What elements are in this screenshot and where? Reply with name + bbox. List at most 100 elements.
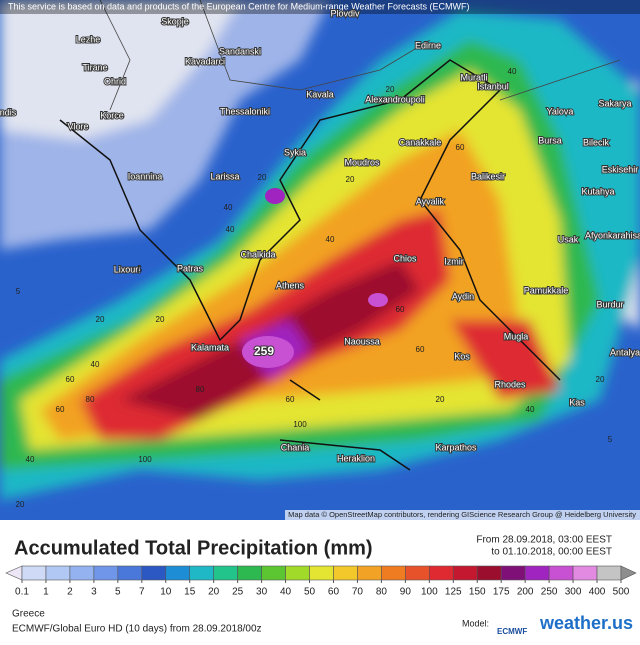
scale-label: 20 (208, 587, 220, 598)
contour-label: 40 (224, 203, 233, 212)
city-label: Yalova (547, 106, 574, 116)
color-arrow-right (620, 565, 637, 581)
city-label: Kavala (306, 89, 334, 99)
color-swatch (405, 565, 430, 581)
city-label: Kalamata (191, 342, 229, 352)
city-label: Chios (393, 253, 417, 263)
city-label: Naoussa (344, 336, 380, 346)
scale-label: 0.1 (15, 587, 29, 598)
contour-label: 60 (56, 405, 65, 414)
scale-label: 70 (352, 587, 364, 598)
city-label: Chalkida (240, 249, 275, 259)
color-swatch (381, 565, 406, 581)
city-label: Usak (558, 234, 579, 244)
contour-label: 40 (91, 360, 100, 369)
city-label: Lixouri (114, 264, 141, 274)
color-arrow-left (5, 565, 23, 581)
city-label: Athens (276, 280, 305, 290)
color-swatch (500, 565, 526, 581)
city-label: Korce (100, 110, 124, 120)
city-label: Kos (454, 351, 470, 361)
contour-label: 60 (286, 395, 295, 404)
scale-label: 175 (493, 587, 510, 598)
contour-label: 60 (66, 375, 75, 384)
city-label: Sandanski (219, 46, 261, 56)
city-label: Kutahya (581, 186, 614, 196)
scale-label: 2 (67, 587, 73, 598)
scale-label: 125 (445, 587, 462, 598)
contour-label: 20 (596, 375, 605, 384)
color-swatch (45, 565, 71, 581)
color-swatch (429, 565, 454, 581)
color-swatch (213, 565, 238, 581)
scale-label: 50 (304, 587, 316, 598)
brand: weather.us (539, 613, 633, 633)
color-swatch (261, 565, 286, 581)
scale-label: 90 (400, 587, 412, 598)
city-label: Canakkale (399, 137, 442, 147)
city-label: Eskisehir (602, 164, 639, 174)
contour-label: 60 (396, 305, 405, 314)
city-label: Izmir (444, 256, 464, 266)
contour-label: 20 (436, 395, 445, 404)
contour-label: 100 (293, 420, 307, 429)
scale-label: 200 (517, 587, 534, 598)
city-label: Afyonkarahisar (585, 230, 640, 240)
contour-label: 20 (346, 175, 355, 184)
contour-label: 20 (156, 315, 165, 324)
city-label: Karpathos (435, 442, 477, 452)
city-label: Thessaloniki (220, 106, 270, 116)
contour-label: 5 (138, 265, 143, 274)
map: This service is based on data and produc… (0, 0, 640, 520)
contour-label: 80 (86, 395, 95, 404)
notice: This service is based on data and produc… (8, 1, 470, 11)
color-swatch (333, 565, 358, 581)
scale-label: 150 (469, 587, 486, 598)
city-label: Istanbul (477, 81, 509, 91)
city-label: Rhodes (494, 379, 526, 389)
contour-label: 100 (138, 455, 152, 464)
contour-label: 40 (226, 225, 235, 234)
city-label: Chania (281, 442, 310, 452)
contour-label: 20 (16, 500, 25, 509)
color-scale: 0.1 1 2 3 5 7 10 15 20 25 30 40 50 60 70 80 90 100 125 150 1… (5, 565, 637, 598)
city-label: Skopje (161, 16, 189, 26)
notice-band (0, 0, 640, 14)
color-swatch (572, 565, 598, 581)
legend-title: Accumulated Total Precipitation (mm) (14, 537, 373, 559)
scale-label: 7 (139, 587, 145, 598)
city-label: Aydin (452, 291, 474, 301)
city-label: Moudros (344, 157, 380, 167)
city-label: Sykia (284, 147, 306, 157)
contour-label: 40 (508, 67, 517, 76)
scale-label: 25 (232, 587, 244, 598)
color-swatch (524, 565, 550, 581)
city-label: Sakarya (598, 98, 631, 108)
scale-label: 60 (328, 587, 340, 598)
scale-label: 15 (184, 587, 196, 598)
contour-label: 5 (16, 287, 21, 296)
scale-label: 30 (256, 587, 268, 598)
city-label: Patras (177, 263, 204, 273)
color-swatch (141, 565, 167, 581)
ecmwf-logo: ECMWF (497, 627, 527, 636)
to-time: to 01.10.2018, 00:00 EEST (491, 547, 612, 558)
region: Greece (12, 609, 45, 620)
city-label: Lezhe (76, 34, 101, 44)
city-label: Bilecik (583, 137, 610, 147)
model-label: Model: (462, 618, 489, 628)
city-label: Ohrid (104, 76, 126, 86)
city-label: Bursa (538, 135, 562, 145)
city-label: Larissa (210, 171, 239, 181)
from-time: From 28.09.2018, 03:00 EEST (476, 535, 612, 546)
scale-label: 500 (613, 587, 630, 598)
attribution-band (285, 510, 640, 520)
city-label: Mugla (504, 331, 529, 341)
max-label: 259 (254, 344, 274, 358)
city-label: Muratli (460, 72, 487, 82)
color-swatch (69, 565, 95, 581)
city-label: Tirane (82, 62, 107, 72)
city-labels: Skopje Plovdiv Edirne Sandanski Lezhe Tirane K… (0, 7, 640, 464)
color-swatch (452, 565, 478, 581)
